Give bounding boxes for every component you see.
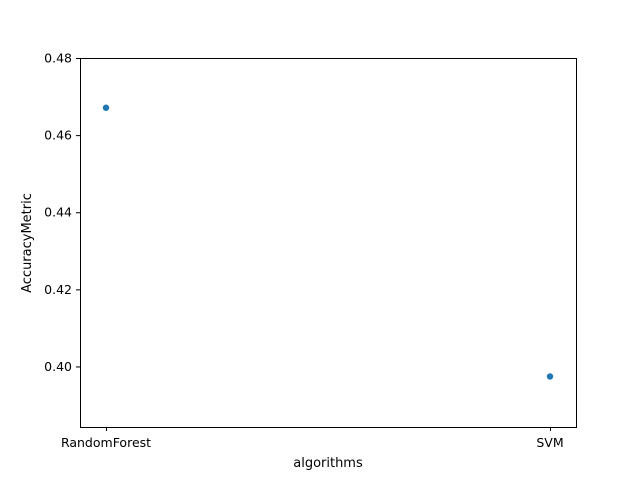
y-tick-label: 0.48 — [44, 51, 72, 66]
y-axis-label: AccuracyMetric — [20, 193, 35, 293]
data-point-svm — [546, 373, 554, 380]
x-tick-label: RandomForest — [61, 435, 151, 450]
y-tick-label: 0.40 — [44, 359, 72, 374]
plot-frame — [80, 58, 577, 428]
data-point-randomforest — [102, 104, 110, 111]
y-axis-ticks: 0.40 0.42 0.44 0.46 0.48 — [44, 51, 80, 374]
y-tick-label: 0.44 — [44, 205, 72, 220]
y-tick-label: 0.42 — [44, 282, 72, 297]
x-axis-ticks: RandomForest SVM — [61, 427, 564, 450]
x-tick-label: SVM — [536, 435, 563, 450]
x-axis-label: algorithms — [293, 456, 363, 471]
data-points — [102, 104, 554, 380]
y-tick-label: 0.46 — [44, 128, 72, 143]
